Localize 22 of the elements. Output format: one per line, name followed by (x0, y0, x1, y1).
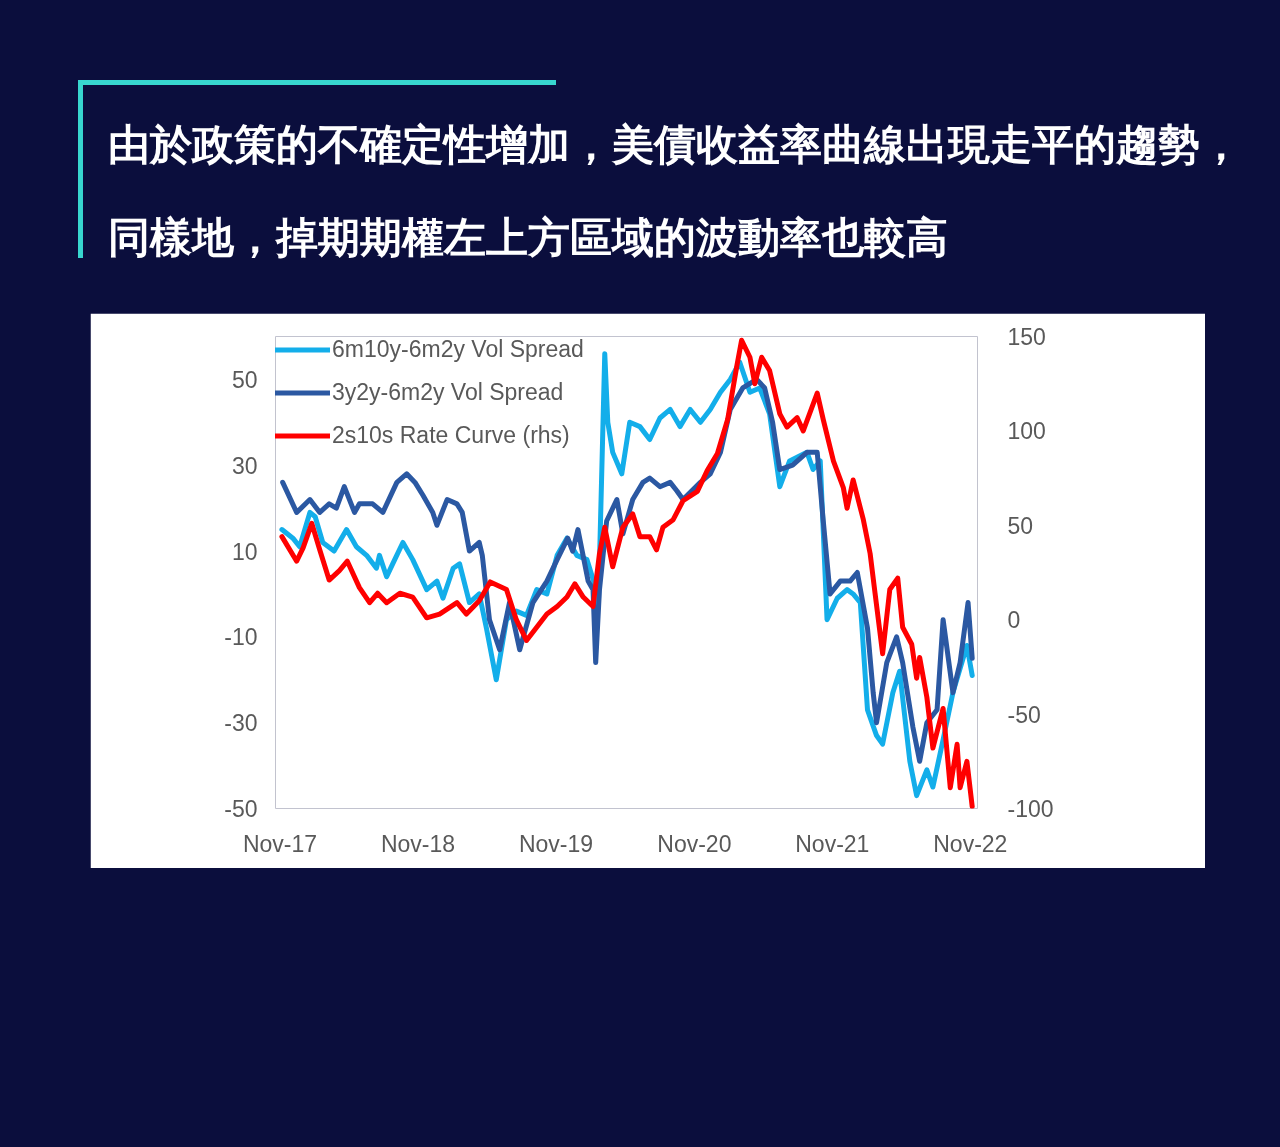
legend-label: 2s10s Rate Curve (rhs) (332, 422, 570, 449)
x-tick-label: Nov-20 (657, 830, 732, 857)
legend-label: 3y2y-6m2y Vol Spread (332, 379, 564, 406)
y2-tick-label: -50 (1007, 701, 1041, 728)
y2-tick-label: -100 (1007, 796, 1054, 822)
y-tick-label: 50 (231, 366, 258, 393)
y-tick-label: 10 (231, 538, 258, 565)
chart-title: 由於政策的不確定性增加，美債收益率曲線出現走平的趨勢，同樣地，掉期期權左上方區域的波動率也較高 (108, 119, 1243, 264)
y2-tick-label: 0 (1007, 607, 1021, 634)
x-tick-label: Nov-19 (518, 830, 594, 857)
legend-label: 6m10y-6m2y Vol Spread (332, 336, 584, 363)
y2-tick-label: 150 (1007, 324, 1046, 350)
y2-tick-label: 100 (1007, 418, 1046, 445)
x-tick-label: Nov-17 (242, 830, 318, 857)
x-tick-label: Nov-22 (933, 830, 1008, 857)
x-tick-label: Nov-18 (380, 830, 456, 857)
y-tick-label: -50 (224, 796, 258, 822)
y-tick-label: -10 (224, 624, 258, 651)
y-tick-label: -30 (224, 710, 258, 737)
y2-tick-label: 50 (1007, 512, 1034, 539)
y-tick-label: 30 (231, 452, 258, 479)
x-tick-label: Nov-21 (795, 830, 870, 857)
